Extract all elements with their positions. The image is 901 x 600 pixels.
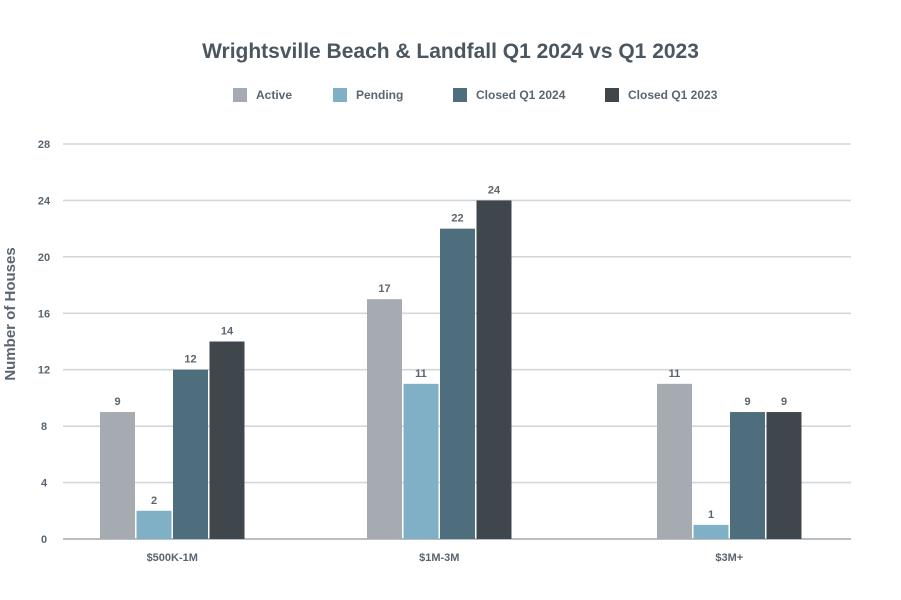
legend-label-pending: Pending	[356, 88, 404, 102]
data-label: 11	[415, 368, 427, 380]
legend-item-pending: Pending	[333, 88, 403, 102]
legend-label-active: Active	[256, 88, 293, 102]
legend-swatch-active	[233, 88, 247, 102]
data-label: 12	[184, 354, 196, 366]
x-tick-label: $3M+	[715, 552, 743, 564]
data-label: 24	[488, 184, 501, 196]
bar-0-2	[173, 369, 208, 539]
x-tick-label: $1M-3M	[419, 552, 459, 564]
bar-1-2	[440, 228, 475, 539]
y-axis-title: Number of Houses	[2, 247, 19, 380]
legend-item-active: Active	[233, 88, 292, 102]
data-label: 2	[151, 495, 157, 507]
y-tick-label: 8	[41, 421, 47, 433]
bar-0-3	[209, 341, 245, 539]
y-tick-label: 24	[38, 195, 51, 207]
bar-1-0	[367, 299, 402, 539]
bar-1-3	[476, 200, 512, 539]
bar-0-1	[136, 510, 172, 539]
y-tick-label: 20	[38, 252, 50, 264]
bar-2-3	[766, 412, 802, 539]
data-label: 9	[744, 396, 750, 408]
legend-item-closed-2024: Closed Q1 2024	[453, 88, 565, 102]
bar-2-1	[693, 524, 729, 539]
bar-2-0	[657, 383, 692, 539]
legend-swatch-closed-2023	[605, 88, 619, 102]
data-label: 22	[451, 213, 463, 225]
bar-1-1	[403, 383, 439, 539]
y-tick-label: 12	[38, 365, 50, 377]
data-label: 9	[781, 396, 787, 408]
x-tick-label: $500K-1M	[147, 552, 198, 564]
legend-item-closed-2023: Closed Q1 2023	[605, 88, 717, 102]
chart-legend: Active Pending Closed Q1 2024 Closed Q1 …	[0, 88, 901, 108]
y-tick-label: 4	[41, 478, 48, 490]
chart-title: Wrightsville Beach & Landfall Q1 2024 vs…	[202, 40, 699, 63]
legend-label-closed-2024: Closed Q1 2024	[476, 88, 566, 102]
data-label: 14	[221, 326, 234, 338]
legend-label-closed-2023: Closed Q1 2023	[628, 88, 718, 102]
y-tick-label: 0	[41, 534, 47, 546]
bar-0-0	[100, 412, 135, 539]
data-label: 17	[378, 283, 390, 295]
legend-swatch-pending	[333, 88, 347, 102]
bar-2-2	[730, 412, 765, 539]
data-label: 11	[669, 368, 681, 380]
data-label: 9	[114, 396, 120, 408]
data-label: 1	[708, 509, 714, 521]
label-layer: 0 4 8 12 16 20 24 28 9 2 12 14 $500K-1M 17 11 22 24 $1M-3…	[38, 139, 787, 564]
y-tick-label: 28	[38, 139, 50, 151]
y-tick-label: 16	[38, 308, 50, 320]
legend-swatch-closed-2024	[453, 88, 467, 102]
bar-layer	[100, 200, 802, 539]
